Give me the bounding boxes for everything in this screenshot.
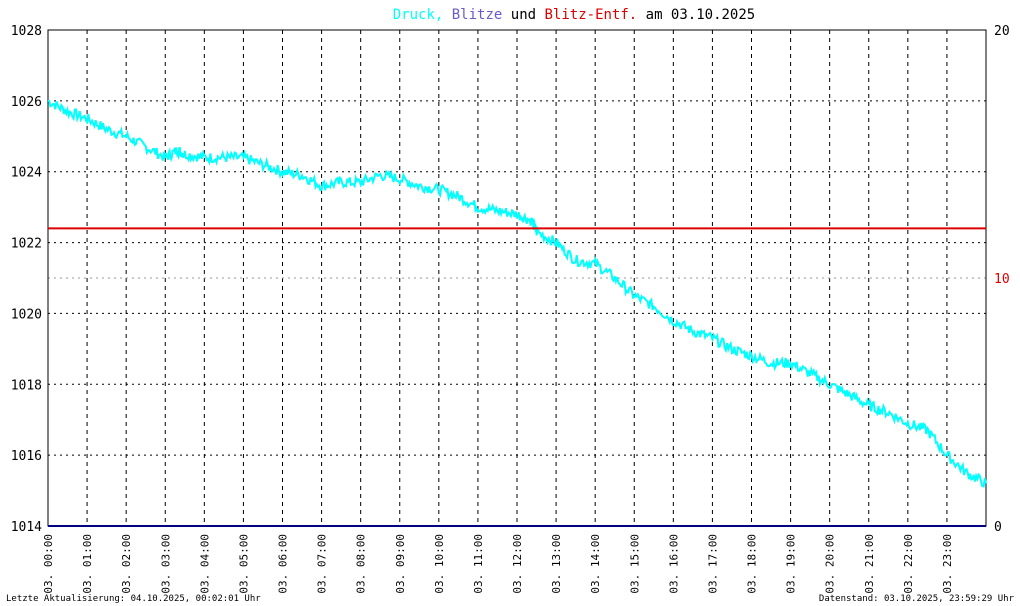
title-part: Druck,	[393, 7, 444, 23]
x-tick-label: 03. 15:00	[628, 534, 641, 594]
x-tick-label: 03. 17:00	[706, 534, 719, 594]
x-tick-label: 03. 03:00	[159, 534, 172, 594]
x-tick-label: 03. 08:00	[355, 534, 368, 594]
x-tick-label: 03. 12:00	[511, 534, 524, 594]
title-part: Blitz-Entf.	[536, 7, 637, 23]
y-left-tick-label: 1028	[11, 24, 42, 39]
y-left-tick-label: 1020	[11, 307, 42, 322]
y-left-tick-label: 1016	[11, 449, 42, 464]
x-tick-label: 03. 00:00	[42, 534, 55, 594]
x-tick-label: 03. 02:00	[120, 534, 133, 594]
x-tick-label: 03. 13:00	[550, 534, 563, 594]
y-left-tick-label: 1022	[11, 237, 42, 252]
y-right-tick-label: 20	[994, 24, 1010, 39]
y-left-tick-label: 1018	[11, 378, 42, 393]
title-part: am 03.10.2025	[637, 7, 755, 23]
y-left-tick-label: 1014	[11, 520, 42, 535]
x-tick-label: 03. 21:00	[863, 534, 876, 594]
data-status-text: Datenstand: 03.10.2025, 23:59:29 Uhr	[819, 594, 1015, 604]
y-right-axis: 0 10 20	[994, 24, 1010, 535]
x-tick-label: 03. 07:00	[316, 534, 329, 594]
x-tick-label: 03. 23:00	[941, 534, 954, 594]
x-tick-label: 03. 20:00	[824, 534, 837, 594]
x-tick-label: 03. 11:00	[472, 534, 485, 594]
x-tick-label: 03. 06:00	[277, 534, 290, 594]
x-tick-label: 03. 09:00	[394, 534, 407, 594]
x-tick-label: 03. 10:00	[433, 534, 446, 594]
title-part: Blitze	[443, 7, 502, 23]
y-left-axis: 1014 1016 1018 1020 1022 1024 1026 1028	[11, 24, 42, 535]
y-left-tick-label: 1024	[11, 166, 42, 181]
x-tick-label: 03. 18:00	[746, 534, 759, 594]
y-left-tick-label: 1026	[11, 95, 42, 110]
x-tick-label: 03. 16:00	[667, 534, 680, 594]
x-tick-label: 03. 22:00	[902, 534, 915, 594]
grid-lines	[48, 30, 986, 526]
y-right-tick-label: 10	[994, 272, 1010, 287]
series-druck-line	[47, 99, 987, 488]
title-part: und	[502, 7, 536, 23]
last-update-text: Letzte Aktualisierung: 04.10.2025, 00:02…	[6, 594, 261, 604]
y-right-tick-label: 0	[994, 520, 1002, 535]
x-tick-label: 03. 01:00	[81, 534, 94, 594]
chart-title: Druck, Blitze und Blitz-Entf. am 03.10.2…	[393, 7, 755, 23]
x-tick-label: 03. 14:00	[589, 534, 602, 594]
x-tick-label: 03. 19:00	[785, 534, 798, 594]
x-axis: 03. 00:00 03. 01:00 03. 02:00 03. 03:00 03. …	[42, 534, 954, 594]
x-tick-label: 03. 05:00	[237, 534, 250, 594]
x-tick-label: 03. 04:00	[198, 534, 211, 594]
series-layer	[47, 99, 987, 527]
